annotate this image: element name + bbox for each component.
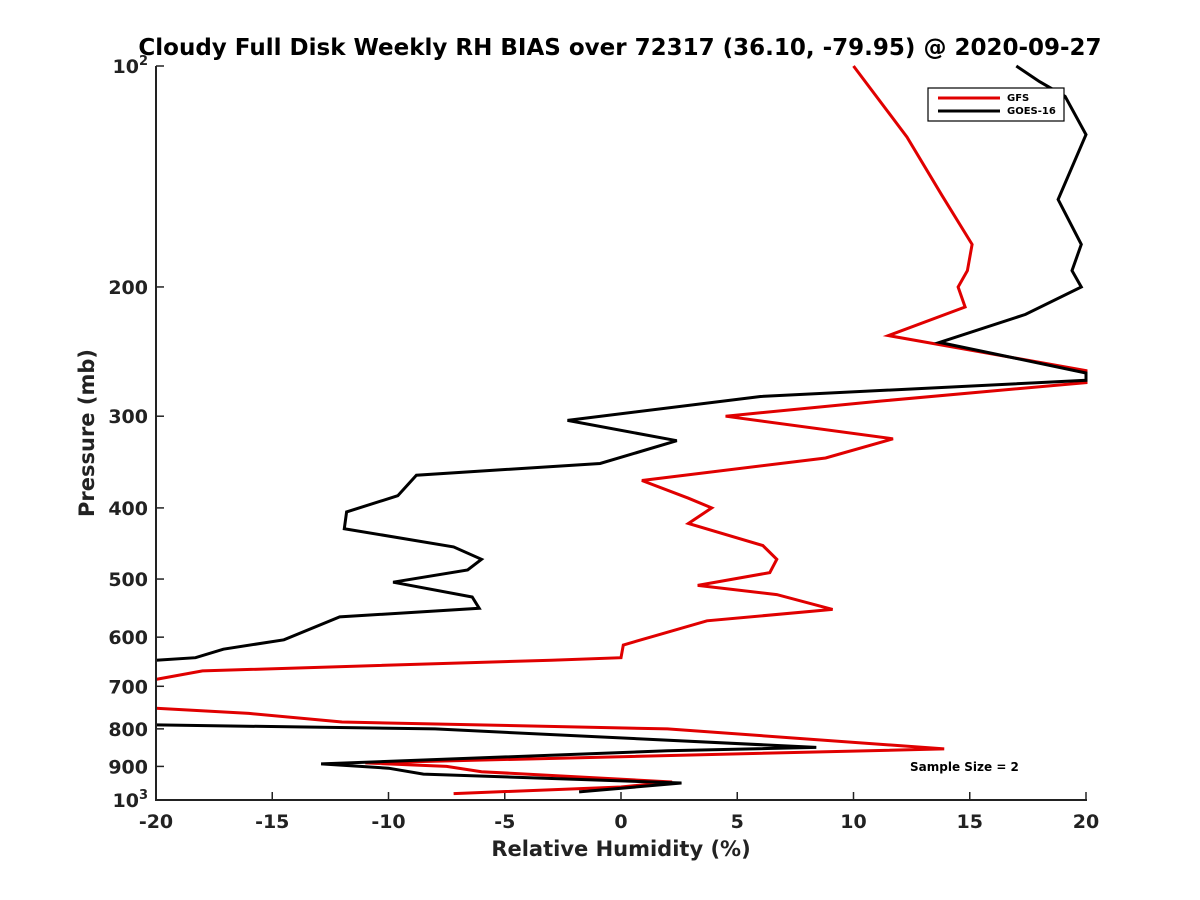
x-tick-label: -15 (255, 811, 289, 833)
series-line-goes-16 (155, 64, 1088, 662)
y-tick-exponent: 3 (139, 788, 148, 803)
y-tick-label: 700 (108, 676, 148, 698)
y-tick-label: 200 (108, 277, 148, 299)
legend-label-gfs: GFS (1007, 93, 1029, 104)
x-tick-label: 5 (731, 811, 744, 833)
y-tick-label: 600 (108, 627, 148, 649)
x-tick-label: 15 (957, 811, 983, 833)
y-tick-exponent: 2 (139, 54, 148, 69)
sample-size-annotation: Sample Size = 2 (910, 760, 1019, 774)
y-tick-base: 10 (113, 56, 139, 78)
legend-box (927, 87, 1065, 122)
chart-title: Cloudy Full Disk Weekly RH BIAS over 723… (138, 35, 1101, 61)
y-tick-base: 10 (113, 790, 139, 812)
series-line-goes-16 (155, 723, 817, 794)
y-tick-label: 102 (113, 54, 149, 78)
x-axis-label: Relative Humidity (%) (491, 837, 750, 861)
y-tick-label: 300 (108, 406, 148, 428)
legend: GFS GOES-16 (927, 87, 1065, 122)
x-tick-label: -5 (494, 811, 515, 833)
y-tick-label: 800 (108, 719, 148, 741)
x-tick-label: 10 (840, 811, 866, 833)
y-axis-label: Pressure (mb) (75, 349, 99, 517)
y-tick-label: 103 (113, 788, 149, 812)
legend-label-goes16: GOES-16 (1007, 106, 1056, 117)
x-tick-label: -10 (371, 811, 405, 833)
y-tick-label: 500 (108, 569, 148, 591)
x-tick-label: 0 (614, 811, 627, 833)
y-tick-label: 900 (108, 756, 148, 778)
x-tick-label: -20 (139, 811, 173, 833)
series-line-gfs (155, 65, 1088, 681)
series-layer (155, 64, 1088, 796)
x-axis-ticks: -20 -15 -10 -5 0 5 10 15 20 (139, 792, 1099, 833)
y-tick-label: 400 (108, 498, 148, 520)
x-tick-label: 20 (1073, 811, 1099, 833)
